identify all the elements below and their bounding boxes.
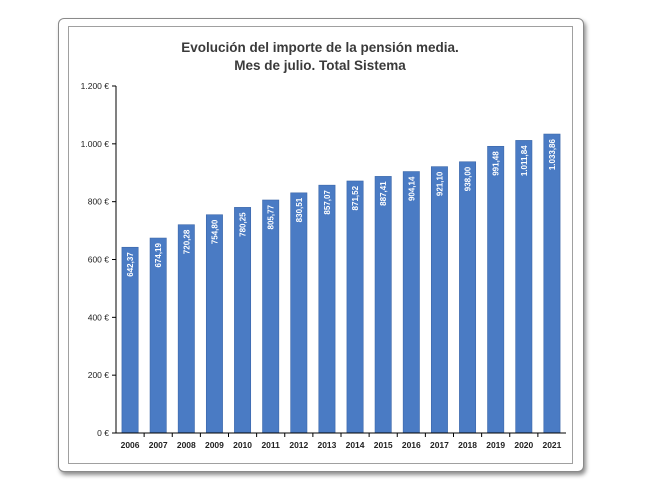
- bar-2010: [234, 207, 252, 434]
- bar-2008: [177, 224, 195, 434]
- bar-2015: [374, 176, 392, 434]
- y-tick-label: 400 €: [88, 312, 110, 322]
- bar-2021: [543, 133, 561, 434]
- bar-value-label: 805,77: [267, 204, 276, 229]
- x-tick-label: 2006: [121, 440, 140, 450]
- x-tick-label: 2020: [514, 440, 533, 450]
- bar-2019: [487, 145, 505, 434]
- bar-value-label: 720,28: [182, 229, 191, 254]
- chart-subtitle: Mes de julio. Total Sistema: [234, 58, 406, 73]
- bar-2016: [402, 171, 420, 434]
- bar-value-label: 830,51: [295, 197, 304, 222]
- x-tick-label: 2013: [317, 440, 336, 450]
- x-tick-label: 2019: [486, 440, 505, 450]
- bar-value-label: 1.011,84: [520, 145, 529, 176]
- x-tick-label: 2011: [261, 440, 280, 450]
- y-tick-label: 1.200 €: [81, 81, 110, 91]
- y-tick-label: 200 €: [88, 370, 110, 380]
- bar-value-label: 904,14: [407, 176, 416, 201]
- bar-2020: [515, 140, 533, 434]
- bars: 642,37 674,19 720,28 754,80 780,25 805,77 830,…: [121, 133, 561, 434]
- y-axis: 0 € 200 € 400 € 600 € 800 € 1.000 € 1.200 €: [81, 81, 117, 438]
- bar-value-label: 780,25: [239, 212, 248, 237]
- bar-2013: [318, 184, 336, 434]
- x-tick-label: 2014: [346, 440, 365, 450]
- x-tick-label: 2017: [430, 440, 449, 450]
- bar-value-label: 642,37: [126, 252, 135, 277]
- y-tick-label: 1.000 €: [81, 139, 110, 149]
- bar-2012: [290, 192, 308, 434]
- bar-value-label: 754,80: [210, 219, 219, 244]
- x-tick-label: 2021: [542, 440, 561, 450]
- bar-value-label: 938,00: [464, 166, 473, 191]
- bar-2009: [205, 214, 223, 434]
- x-tick-label: 2009: [205, 440, 224, 450]
- bar-value-label: 921,10: [435, 171, 444, 196]
- bar-value-label: 991,48: [492, 151, 501, 176]
- x-tick-label: 2007: [149, 440, 168, 450]
- x-tick-label: 2016: [402, 440, 421, 450]
- x-tick-label: 2010: [233, 440, 252, 450]
- bar-2018: [459, 161, 477, 434]
- chart-title: Evolución del importe de la pensión medi…: [181, 40, 459, 55]
- bar-value-label: 1.033,86: [548, 138, 557, 170]
- x-tick-label: 2012: [289, 440, 308, 450]
- y-tick-label: 800 €: [88, 197, 110, 207]
- bar-value-label: 871,52: [351, 185, 360, 210]
- y-tick-label: 0 €: [97, 428, 109, 438]
- bar-value-label: 674,19: [154, 242, 163, 267]
- bar-2017: [430, 166, 448, 434]
- x-tick-label: 2015: [374, 440, 393, 450]
- x-axis: 2006 2007 2008 2009 2010 2011 2012 2013 2014 2015…: [116, 432, 566, 450]
- bar-value-label: 887,41: [379, 181, 388, 206]
- bar-2011: [262, 199, 280, 434]
- x-tick-label: 2008: [177, 440, 196, 450]
- x-tick-label: 2018: [458, 440, 477, 450]
- bar-value-label: 857,07: [323, 190, 332, 215]
- bar-2014: [346, 180, 364, 434]
- y-tick-label: 600 €: [88, 255, 110, 265]
